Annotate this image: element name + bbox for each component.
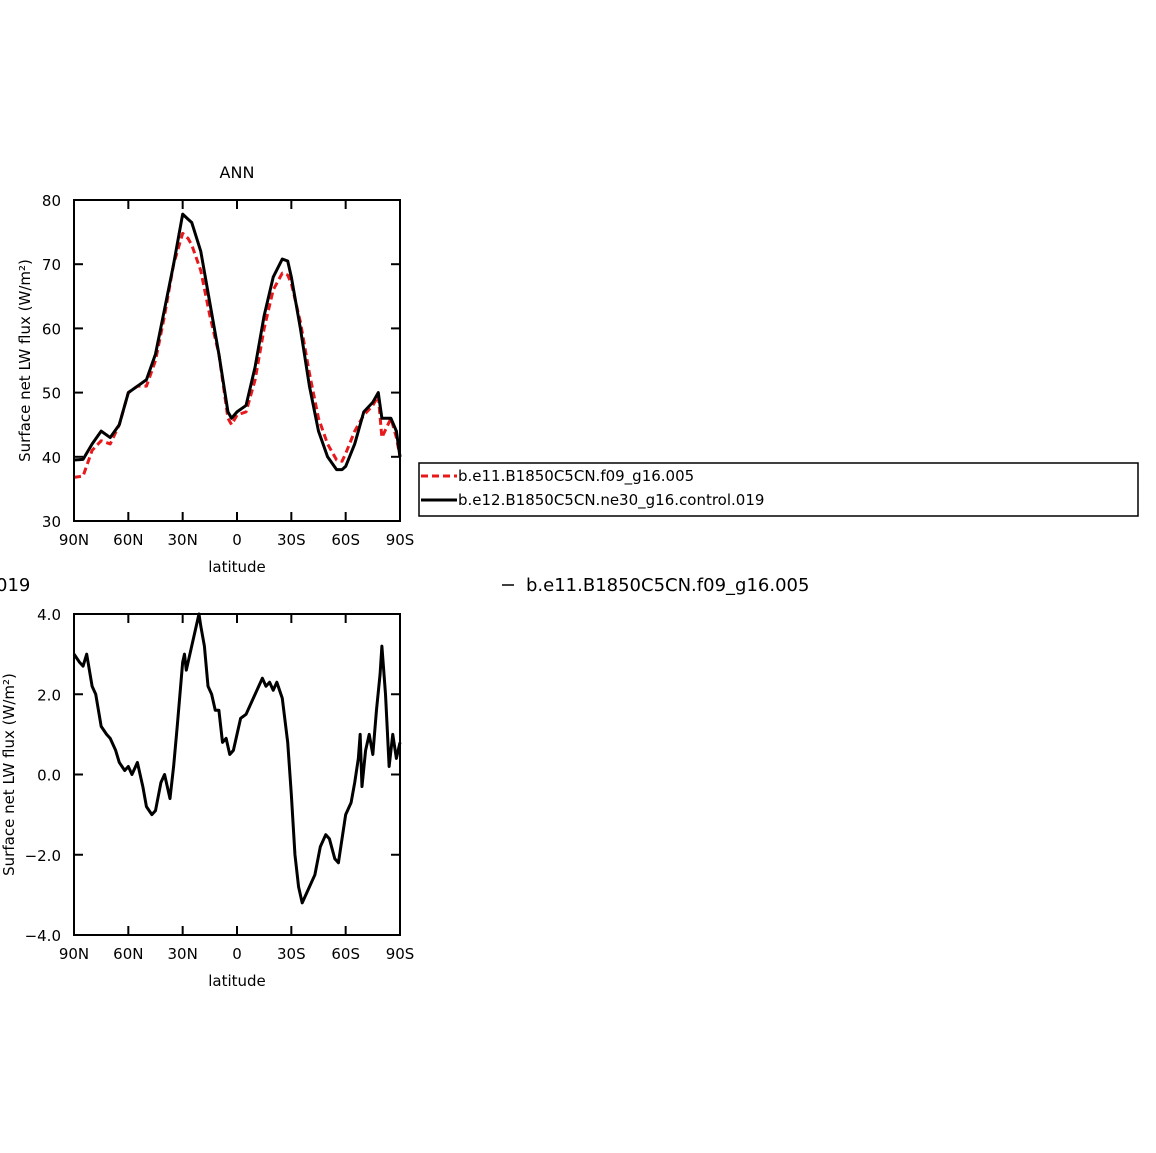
x-tick-label: 30S <box>277 945 306 963</box>
plot-frame <box>73 613 401 936</box>
chart-title: ANN <box>220 163 255 182</box>
series-line <box>73 231 402 479</box>
x-tick-label: 60N <box>113 945 143 963</box>
x-tick-label: 0 <box>232 531 242 549</box>
y-tick-label: 0.0 <box>37 767 61 785</box>
y-tick-label: 2.0 <box>37 686 61 704</box>
x-tick-label: 0 <box>232 945 242 963</box>
y-tick-label: 50 <box>42 385 61 403</box>
legend-label: b.e11.B1850C5CN.f09_g16.005 <box>458 467 694 486</box>
x-tick-label: 60S <box>331 945 360 963</box>
y-axis-label: Surface net LW flux (W/m²) <box>0 673 18 876</box>
x-tick-label: 30N <box>168 945 198 963</box>
x-axis-label: latitude <box>208 558 266 576</box>
y-tick-label: −4.0 <box>25 927 61 945</box>
x-tick-label: 60S <box>331 531 360 549</box>
y-tick-label: 60 <box>42 320 61 338</box>
y-tick-label: 80 <box>42 192 61 210</box>
x-tick-label: 30N <box>168 531 198 549</box>
x-tick-label: 90S <box>386 945 415 963</box>
y-tick-label: 30 <box>42 513 61 531</box>
y-tick-label: 70 <box>42 256 61 274</box>
legend-label: b.e12.B1850C5CN.ne30_g16.control.019 <box>458 491 764 510</box>
annotation: 019 <box>0 575 30 596</box>
y-tick-label: 4.0 <box>37 606 61 624</box>
x-tick-label: 90S <box>386 531 415 549</box>
x-tick-label: 90N <box>59 945 89 963</box>
x-tick-label: 60N <box>113 531 143 549</box>
series-line <box>73 212 402 472</box>
x-tick-label: 30S <box>277 531 306 549</box>
y-axis-label: Surface net LW flux (W/m²) <box>16 259 34 462</box>
y-tick-label: 40 <box>42 449 61 467</box>
plot-frame <box>73 199 401 522</box>
annotation: b.e11.B1850C5CN.f09_g16.005 <box>526 575 809 596</box>
series-line <box>72 612 402 905</box>
y-axis-label-clip: Surface net LW flux (W/m²) <box>0 673 18 876</box>
x-tick-label: 90N <box>59 531 89 549</box>
x-axis-label: latitude <box>208 972 266 990</box>
y-tick-label: −2.0 <box>25 847 61 865</box>
legend-box <box>418 462 1139 517</box>
